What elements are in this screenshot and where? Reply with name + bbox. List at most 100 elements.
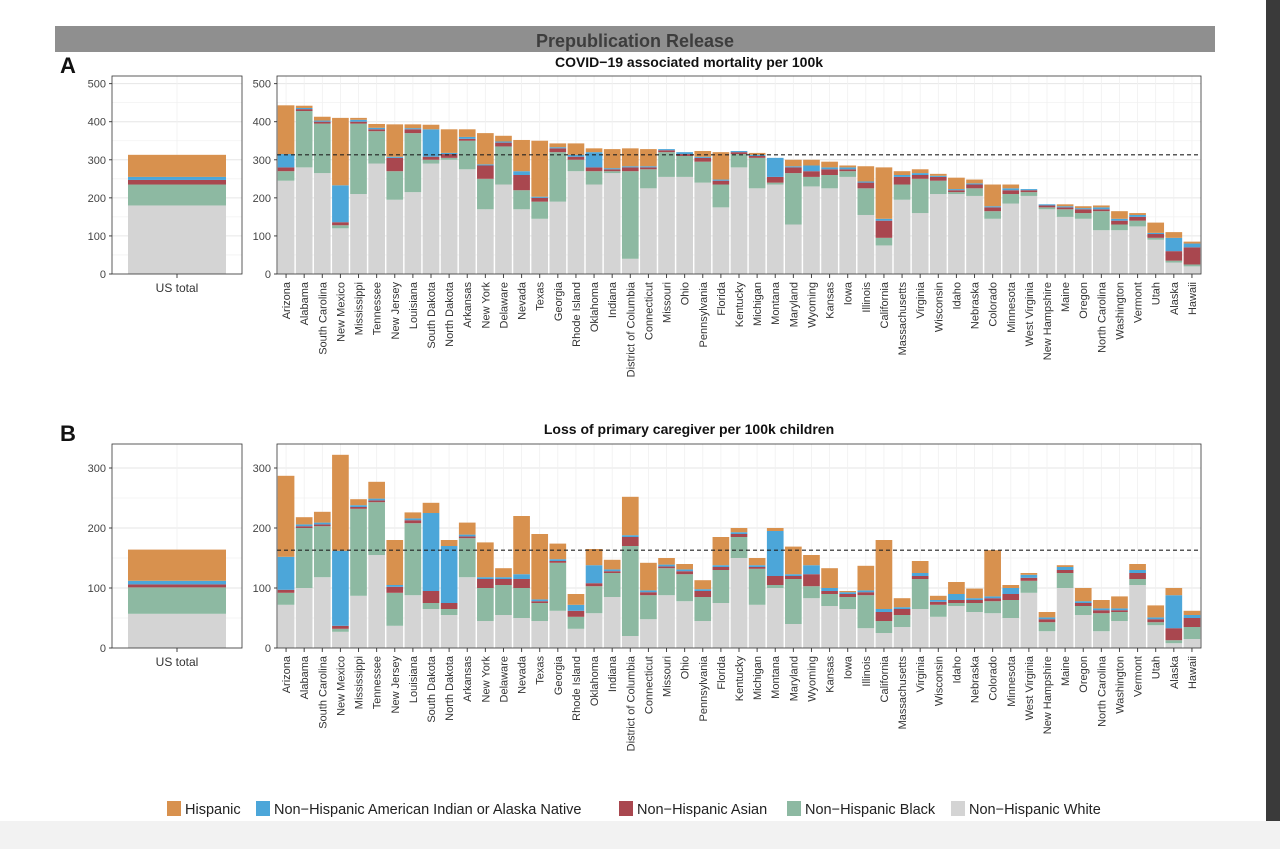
bar-segment: [929, 180, 947, 195]
bar-segment: [295, 105, 313, 108]
x-tick-label: Colorado: [988, 282, 1000, 327]
bar-segment: [857, 592, 875, 596]
x-tick-label: Alaska: [1169, 281, 1181, 315]
bar-segment: [966, 612, 983, 648]
bar-segment: [948, 189, 965, 191]
bar-segment: [277, 154, 295, 168]
x-tick-label: Indiana: [607, 655, 619, 692]
bar-segment: [603, 168, 621, 170]
x-tick-label: Wyoming: [806, 656, 818, 702]
bar-segment: [948, 603, 965, 606]
bar-segment: [694, 589, 712, 591]
bar-segment: [857, 214, 875, 274]
bar-segment: [1111, 218, 1128, 221]
bar-segment: [531, 201, 549, 219]
bar-segment: [966, 184, 983, 189]
bar-segment: [585, 148, 603, 153]
bar-segment: [458, 577, 476, 648]
bar-segment: [295, 526, 313, 528]
x-tick-label: Georgia: [553, 281, 565, 321]
x-tick-label: Iowa: [843, 281, 855, 305]
x-tick-label: Maine: [1060, 656, 1072, 686]
bar-segment: [821, 188, 838, 274]
bar-segment: [1038, 209, 1056, 274]
x-tick-label: Texas: [535, 282, 547, 311]
x-tick-label: Wyoming: [806, 282, 818, 328]
bar-segment: [368, 163, 385, 274]
bar-segment: [549, 561, 567, 563]
bar-segment: [1093, 613, 1110, 632]
legend-label: Hispanic: [185, 802, 241, 818]
bar-segment: [567, 604, 585, 611]
bar-segment: [948, 177, 965, 190]
bar-segment: [984, 207, 1001, 212]
bar-segment: [1002, 203, 1020, 274]
bar-segment: [821, 588, 838, 591]
bar-segment: [1038, 207, 1056, 210]
y-tick-label: 500: [253, 79, 271, 91]
bar-segment: [332, 454, 349, 551]
bar-segment: [875, 167, 893, 219]
x-tick-label: Washington: [1114, 656, 1126, 714]
x-tick-label: Vermont: [1133, 656, 1145, 697]
x-tick-label: Delaware: [498, 282, 510, 328]
bar-segment: [893, 184, 911, 200]
bar-segment: [1165, 643, 1183, 648]
x-tick-label: New York: [480, 656, 492, 703]
mortality-chart: COVID−19 associated mortality per 100k 0 1…: [88, 54, 1202, 377]
bar-segment: [585, 549, 603, 566]
bar-segment: [658, 566, 675, 569]
bar-segment: [730, 154, 748, 168]
bar-segment: [875, 621, 893, 633]
bar-segment: [1074, 213, 1092, 219]
x-tick-label: West Virginia: [1024, 655, 1036, 720]
bar-segment: [422, 159, 440, 164]
bar-segment: [585, 171, 603, 185]
bar-segment: [477, 588, 494, 621]
x-tick-label: South Dakota: [426, 281, 438, 349]
bar-segment: [128, 176, 226, 180]
bar-segment: [1111, 224, 1128, 231]
x-tick-label: Colorado: [988, 656, 1000, 701]
bar-segment: [422, 513, 440, 591]
bar-segment: [640, 590, 657, 593]
bar-segment: [128, 154, 226, 177]
bar-segment: [313, 116, 331, 121]
plot-frame: [276, 443, 1202, 649]
bar-segment: [839, 592, 857, 594]
bar-segment: [966, 195, 983, 274]
bar-segment: [911, 169, 929, 174]
bar-segment: [128, 549, 226, 581]
x-tick-label: Connecticut: [643, 656, 655, 714]
plot-frame: [111, 75, 243, 275]
bar-segment: [585, 586, 603, 614]
x-tick-label: West Virginia: [1024, 281, 1036, 346]
x-tick-label: North Carolina: [1096, 655, 1108, 727]
bar-segment: [128, 205, 226, 274]
bar-segment: [839, 171, 857, 177]
bar-segment: [1020, 592, 1038, 648]
x-tick-label: Massachusetts: [897, 282, 909, 356]
bar-segment: [295, 588, 313, 648]
bar-segment: [929, 194, 947, 274]
bar-segment: [821, 568, 838, 588]
bar-segment: [531, 218, 549, 274]
bar-segment: [803, 186, 820, 274]
bar-segment: [404, 512, 422, 519]
bar-segment: [1165, 595, 1183, 629]
bar-segment: [313, 121, 331, 124]
bar-segment: [1165, 628, 1183, 641]
bar-segment: [531, 196, 549, 198]
x-tick-label: New Hampshire: [1042, 656, 1054, 734]
bar-segment: [1129, 570, 1146, 573]
bar-segment: [567, 616, 585, 629]
bar-segment: [911, 178, 929, 214]
bar-segment: [513, 139, 530, 172]
x-tick-label: Oklahoma: [589, 281, 601, 332]
bar-segment: [621, 535, 639, 537]
bar-segment: [1093, 230, 1110, 274]
bar-segment: [785, 546, 802, 575]
bar-segment: [404, 124, 422, 129]
bar-segment: [1147, 239, 1165, 274]
bar-segment: [567, 154, 585, 157]
